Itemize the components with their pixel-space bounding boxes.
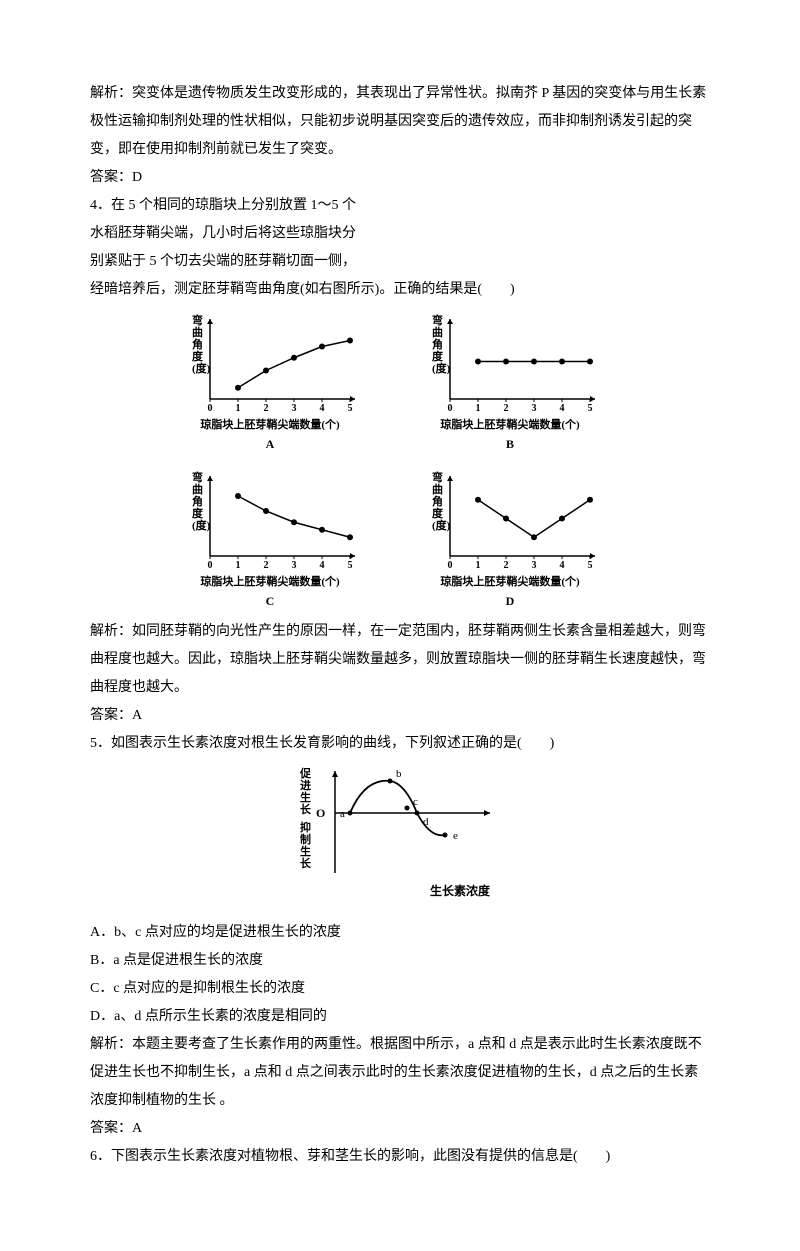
svg-text:4: 4 [320,560,325,571]
svg-text:度: 度 [432,349,444,363]
explanation-4: 解析：如同胚芽鞘的向光性产生的原因一样，在一定范围内，胚芽鞘两侧生长素含量相差越… [90,618,710,702]
q4-line1: 4．在 5 个相同的琼脂块上分别放置 1～5 个 [90,192,710,220]
svg-text:a: a [340,808,345,820]
svg-text:曲: 曲 [432,482,443,496]
svg-text:d: d [423,816,429,828]
svg-text:e: e [453,830,458,842]
svg-text:4: 4 [320,403,325,414]
svg-text:5: 5 [348,560,353,571]
svg-text:3: 3 [532,560,537,571]
svg-text:2: 2 [504,560,509,571]
svg-text:角: 角 [192,494,203,508]
svg-text:(度): (度) [432,361,451,375]
svg-text:弯: 弯 [192,470,203,484]
q5-line1: 5．如图表示生长素浓度对根生长发育影响的曲线，下列叙述正确的是( ) [90,730,710,758]
svg-text:4: 4 [560,403,565,414]
svg-text:3: 3 [532,403,537,414]
chart-c: 012345 弯曲角度(度) 琼脂块上胚芽鞘尖端数量(个) C [180,466,360,613]
svg-text:0: 0 [208,403,213,414]
svg-text:曲: 曲 [192,325,203,339]
svg-text:1: 1 [236,560,241,571]
svg-text:制: 制 [300,832,311,846]
q4-line2: 水稻胚芽鞘尖端，几小时后将这些琼脂块分 [90,220,710,248]
svg-text:c: c [413,796,418,808]
svg-text:2: 2 [264,560,269,571]
svg-text:生: 生 [300,790,311,804]
svg-text:1: 1 [476,403,481,414]
answer-1: 答案：D [90,164,710,192]
svg-text:2: 2 [264,403,269,414]
svg-text:弯: 弯 [192,313,203,327]
svg-text:角: 角 [432,337,443,351]
chart-b: 012345 弯曲角度(度) 琼脂块上胚芽鞘尖端数量(个) B [420,309,600,456]
svg-text:3: 3 [292,560,297,571]
svg-text:(度): (度) [192,518,211,532]
svg-text:度: 度 [432,506,444,520]
q5-option-c: C．c 点对应的是抑制根生长的浓度 [90,975,710,1003]
svg-text:1: 1 [476,560,481,571]
svg-text:度: 度 [192,349,204,363]
svg-text:O: O [316,806,325,820]
answer-5: 答案：A [90,1115,710,1143]
q6-line1: 6．下图表示生长素浓度对植物根、芽和茎生长的影响，此图没有提供的信息是( ) [90,1143,710,1171]
svg-text:0: 0 [448,560,453,571]
q5-option-a: A．b、c 点对应的均是促进根生长的浓度 [90,919,710,947]
svg-text:5: 5 [348,403,353,414]
q5-option-b: B．a 点是促进根生长的浓度 [90,947,710,975]
q5-curve: 促进生长 O 抑制生长 abcde 生长素浓度 [290,763,510,914]
svg-text:抑: 抑 [300,820,311,834]
svg-text:0: 0 [448,403,453,414]
svg-text:1: 1 [236,403,241,414]
svg-text:曲: 曲 [192,482,203,496]
svg-text:进: 进 [300,778,311,792]
svg-text:4: 4 [560,560,565,571]
q4-line4: 经暗培养后，测定胚芽鞘弯曲角度(如右图所示)。正确的结果是( ) [90,276,710,304]
svg-text:5: 5 [588,403,593,414]
explanation-1: 解析：突变体是遗传物质发生改变形成的，其表现出了异常性状。拟南芥 P 基因的突变… [90,80,710,164]
svg-text:促: 促 [299,766,312,780]
svg-text:弯: 弯 [432,313,443,327]
svg-text:0: 0 [208,560,213,571]
q5-option-d: D．a、d 点所示生长素的浓度是相同的 [90,1003,710,1031]
svg-text:2: 2 [504,403,509,414]
svg-text:角: 角 [432,494,443,508]
svg-text:度: 度 [192,506,204,520]
svg-text:弯: 弯 [432,470,443,484]
chart-a: 012345 弯曲角度(度) 琼脂块上胚芽鞘尖端数量(个) A [180,309,360,456]
q4-line3: 别紧贴于 5 个切去尖端的胚芽鞘切面一侧， [90,248,710,276]
svg-text:角: 角 [192,337,203,351]
svg-text:(度): (度) [432,518,451,532]
answer-4: 答案：A [90,702,710,730]
svg-text:(度): (度) [192,361,211,375]
svg-text:b: b [396,768,402,780]
chart-d: 012345 弯曲角度(度) 琼脂块上胚芽鞘尖端数量(个) D [420,466,600,613]
svg-text:曲: 曲 [432,325,443,339]
svg-text:生长素浓度: 生长素浓度 [430,883,491,898]
svg-text:5: 5 [588,560,593,571]
q4-charts-panel: 012345 弯曲角度(度) 琼脂块上胚芽鞘尖端数量(个) A 012345 弯… [180,309,620,613]
svg-text:长: 长 [300,802,312,816]
svg-text:3: 3 [292,403,297,414]
svg-text:生: 生 [300,844,311,858]
svg-text:长: 长 [300,856,312,870]
explanation-5: 解析：本题主要考查了生长素作用的两重性。根据图中所示，a 点和 d 点是表示此时… [90,1031,710,1115]
